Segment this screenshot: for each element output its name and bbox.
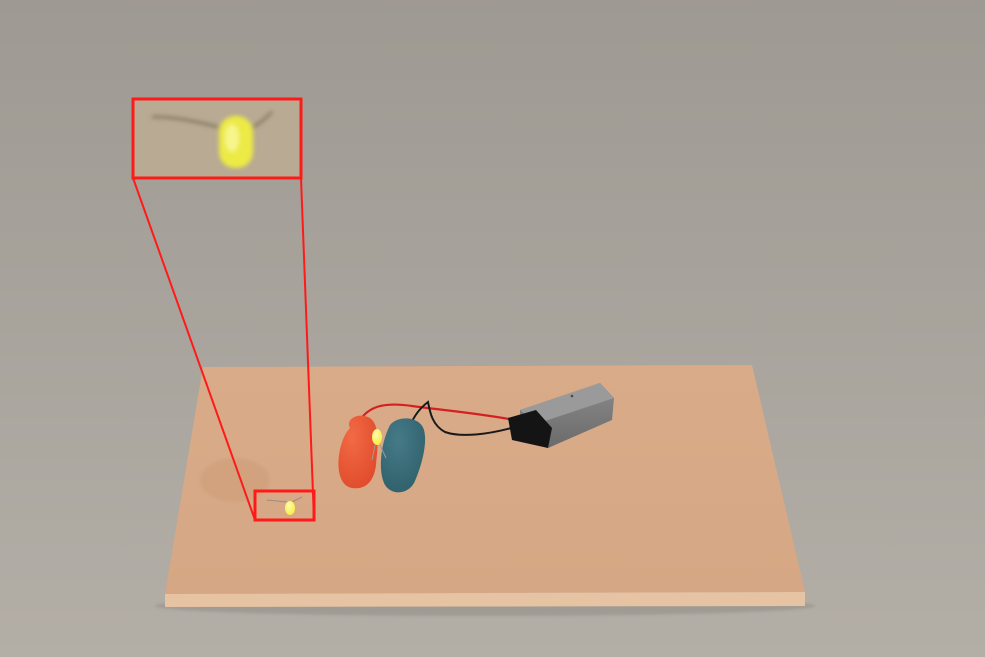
target-frame: [253, 489, 316, 522]
red-wire: [354, 403, 517, 430]
blue-play-dough: [380, 418, 426, 493]
callout-line-left: [132, 177, 256, 521]
led-bulb: [372, 429, 382, 445]
inset-led-leg-left: [151, 115, 223, 130]
inset-frame: [131, 97, 303, 180]
led-leg-left: [371, 444, 376, 461]
inset-led-glint: [225, 124, 239, 152]
teal-clay-body: [380, 418, 426, 493]
battery-connector: [508, 410, 552, 448]
loose-led-leg-right: [291, 496, 303, 503]
board-top-surface: [165, 365, 805, 594]
battery-top-face: [520, 383, 614, 424]
battery-dot: [570, 394, 574, 398]
led-leg-right: [379, 444, 387, 459]
magnified-led-inset: [131, 97, 316, 522]
loose-yellow-led: [266, 496, 303, 515]
wooden-board: [165, 365, 805, 607]
board-stain: [200, 458, 270, 502]
inset-led: [151, 111, 273, 168]
loose-led-bulb: [285, 501, 295, 515]
board-front-edge: [165, 592, 805, 607]
callout-line-right: [300, 177, 315, 521]
yellow-led-on-clay: [371, 429, 387, 461]
9v-battery: [508, 383, 614, 448]
black-wire: [407, 400, 516, 436]
loose-led-leg-left: [266, 499, 288, 503]
inset-background: [133, 99, 301, 178]
red-clay-body: [338, 415, 378, 489]
wires: [354, 400, 517, 436]
red-play-dough: [338, 415, 378, 489]
